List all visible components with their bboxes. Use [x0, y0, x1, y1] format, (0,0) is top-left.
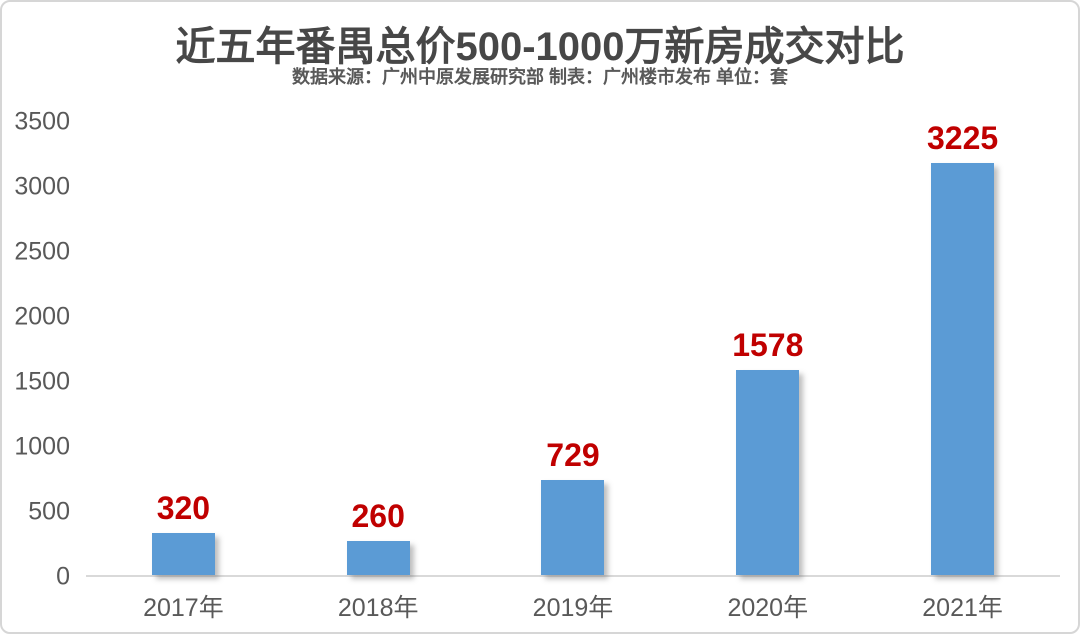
x-axis-tick-label: 2017年 [143, 594, 224, 622]
x-axis: 2017年 2018年 2019年 2020年 2021年 [86, 588, 1060, 624]
x-axis-tick-label: 2021年 [922, 594, 1003, 622]
x-axis-tick-label: 2020年 [727, 594, 809, 622]
x-axis-tick-label: 2018年 [337, 594, 419, 622]
chart-subtitle: 数据来源：广州中原发展研究部 制表：广州楼市发布 单位：套 [292, 67, 788, 87]
x-axis-tick-label: 2019年 [532, 594, 614, 622]
plot-area: 320 260 729 1578 3225 [86, 122, 1060, 577]
y-axis-tick-label: 500 [28, 497, 70, 526]
y-axis-tick-label: 3000 [14, 172, 70, 201]
bar-value-label: 260 [351, 498, 405, 535]
y-axis-tick-label: 1500 [14, 367, 70, 396]
bar [931, 163, 995, 575]
bar-value-label: 320 [156, 490, 211, 527]
bar-column: 260 [281, 122, 476, 575]
y-axis-tick-label: 2500 [14, 237, 70, 266]
bar [151, 533, 215, 575]
y-axis: 0 500 1000 1500 2000 2500 3000 3500 [2, 108, 70, 591]
bar-value-label: 1578 [732, 326, 804, 363]
chart-title: 近五年番禺总价500-1000万新房成交对比 [175, 25, 905, 69]
bar [736, 369, 800, 575]
bar-column: 320 [86, 122, 281, 575]
bar-column: 729 [476, 122, 671, 575]
bar [346, 541, 410, 575]
y-axis-tick-label: 2000 [14, 302, 70, 331]
y-axis-tick-label: 1000 [14, 432, 70, 461]
bar-value-label: 729 [546, 437, 600, 474]
bar-value-label: 3225 [926, 120, 999, 156]
bar-column: 3225 [865, 122, 1060, 575]
bar-column: 1578 [670, 122, 865, 575]
bar [541, 480, 605, 575]
y-axis-tick-label: 0 [56, 562, 70, 591]
y-axis-tick-label: 3500 [14, 107, 70, 136]
